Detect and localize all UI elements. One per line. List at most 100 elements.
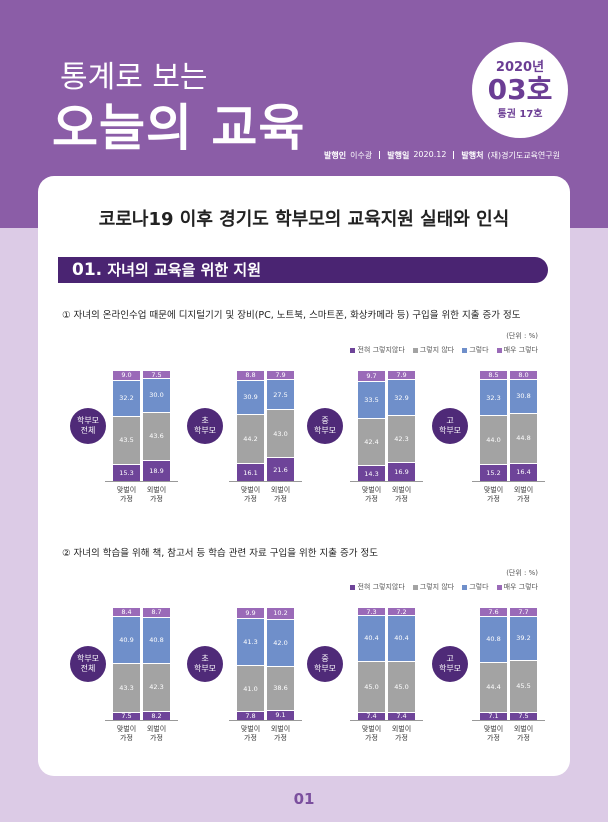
value-label: 15.3 [119, 469, 134, 477]
bar-segment: 30.8 [510, 378, 537, 414]
legend-swatch [462, 347, 468, 353]
bar-segment: 43.6 [143, 411, 170, 461]
bar-segment: 43.3 [113, 662, 140, 712]
value: 이수광 [350, 151, 373, 160]
legend: 전혀 그렇지않다 그렇지 않다 그렇다 매우 그렇다 [350, 345, 538, 355]
value-label: 7.2 [396, 607, 407, 616]
label: 발행처 [461, 151, 484, 160]
category-label: 맞벌이 가정 [361, 486, 382, 503]
value-label: 42.0 [273, 638, 288, 647]
value-label: 44.0 [486, 436, 501, 445]
value-label: 7.4 [366, 712, 377, 721]
value-label: 7.6 [488, 607, 499, 616]
value-label: 45.0 [394, 682, 409, 691]
bar-segment: 7.3 [358, 606, 385, 616]
volume: 통권 17호 [497, 109, 543, 120]
value-label: 30.0 [149, 391, 164, 400]
bar-segment: 7.2 [388, 607, 415, 616]
category-label: 맞벌이 가정 [483, 725, 504, 742]
bar-segment: 9.7 [358, 370, 385, 381]
bar-segment: 7.9 [267, 370, 294, 379]
value-label: 7.3 [366, 607, 377, 616]
bar-segment: 43.5 [113, 415, 140, 464]
value-label: 9.1 [275, 711, 286, 720]
legend-item: 그렇다 [462, 582, 489, 592]
bar-segment: 40.4 [358, 615, 385, 661]
bar-segment: 8.5 [480, 370, 507, 380]
category-label: 맞벌이 가정 [116, 486, 137, 503]
section-title: 자녀의 교육을 위한 지원 [107, 261, 262, 279]
bar-segment: 7.8 [237, 711, 264, 720]
bar-segment: 7.9 [388, 370, 415, 379]
value-label: 8.4 [121, 608, 132, 617]
value-label: 8.8 [245, 371, 256, 380]
bar-segment: 8.7 [143, 607, 170, 617]
bar-segment: 8.0 [510, 370, 537, 379]
chart-subtitle: ① 자녀의 온라인수업 때문에 디지털기기 및 장비(PC, 노트북, 스마트폰… [62, 310, 521, 321]
value-label: 9.9 [245, 609, 256, 618]
bar-segment: 43.0 [267, 409, 294, 457]
value-label: 43.5 [119, 436, 134, 445]
value-label: 7.5 [151, 370, 162, 379]
group-label: 중 학부모 [307, 645, 343, 682]
legend-label: 전혀 그렇지않다 [357, 583, 405, 591]
value-label: 40.8 [486, 635, 501, 644]
legend-item: 전혀 그렇지않다 [350, 582, 405, 592]
bar-segment: 44.2 [237, 414, 264, 464]
chart-subtitle: ② 자녀의 학습을 위해 책, 참고서 등 학습 관련 자료 구입을 위한 지출… [62, 548, 379, 559]
value-label: 16.9 [394, 468, 409, 477]
value-label: 7.5 [121, 712, 132, 721]
value-label: 32.3 [486, 393, 501, 402]
unit-label: (단위 : %) [506, 332, 538, 340]
legend-label: 그렇지 않다 [419, 346, 455, 354]
bar-segment: 9.1 [267, 709, 294, 720]
bar-segment: 7.6 [480, 607, 507, 616]
value-label: 40.4 [394, 634, 409, 643]
category-label: 맞벌이 가정 [483, 486, 504, 503]
value-label: 43.6 [149, 432, 164, 441]
legend-swatch [412, 347, 418, 353]
category-label: 외벌이 가정 [146, 725, 167, 742]
value-label: 16.1 [243, 468, 258, 477]
main-title: 코로나19 이후 경기도 학부모의 교육지원 실태와 인식 [98, 209, 510, 230]
value-label: 8.5 [488, 371, 499, 380]
bar-segment: 32.3 [480, 379, 507, 416]
baseline [105, 481, 178, 482]
value: (재)경기도교육연구원 [487, 151, 560, 160]
page-number: 01 [293, 790, 315, 808]
baseline [229, 720, 302, 721]
value-label: 44.2 [243, 435, 258, 444]
bar-segment: 7.5 [113, 711, 140, 721]
title-large: 오늘의 교육 [52, 99, 306, 157]
legend-swatch [462, 584, 468, 590]
value-label: 16.4 [516, 468, 531, 477]
bar-segment: 44.0 [480, 415, 507, 465]
bar-segment: 8.8 [237, 370, 264, 380]
bar-segment: 21.6 [267, 457, 294, 481]
value-label: 44.4 [486, 683, 501, 692]
legend-swatch [496, 584, 502, 590]
bar-segment: 7.1 [480, 711, 507, 720]
bar-segment: 32.2 [113, 379, 140, 416]
bar-segment: 14.3 [358, 465, 385, 481]
value-label: 15.2 [486, 469, 501, 478]
value-label: 43.0 [273, 429, 288, 438]
bar-segment: 15.3 [113, 464, 140, 481]
bar-segment: 8.4 [113, 606, 140, 617]
section-bar: 01. 자녀의 교육을 위한 지원 [58, 257, 548, 283]
legend-item: 그렇지 않다 [412, 345, 455, 355]
legend-item: 매우 그렇다 [496, 345, 538, 355]
bar-segment: 7.7 [510, 607, 537, 616]
bar-segment: 30.0 [143, 378, 170, 412]
category-label: 외벌이 가정 [391, 486, 412, 503]
baseline [229, 481, 302, 482]
value-label: 9.0 [121, 371, 132, 380]
legend-swatch [350, 347, 356, 353]
bar-segment: 16.4 [510, 462, 537, 481]
bar-segment: 45.5 [510, 660, 537, 712]
bar-segment: 41.3 [237, 618, 264, 665]
value-label: 41.3 [243, 638, 258, 646]
label: 발행인 [324, 151, 347, 160]
bar-segment: 42.3 [388, 415, 415, 463]
baseline [105, 720, 178, 721]
